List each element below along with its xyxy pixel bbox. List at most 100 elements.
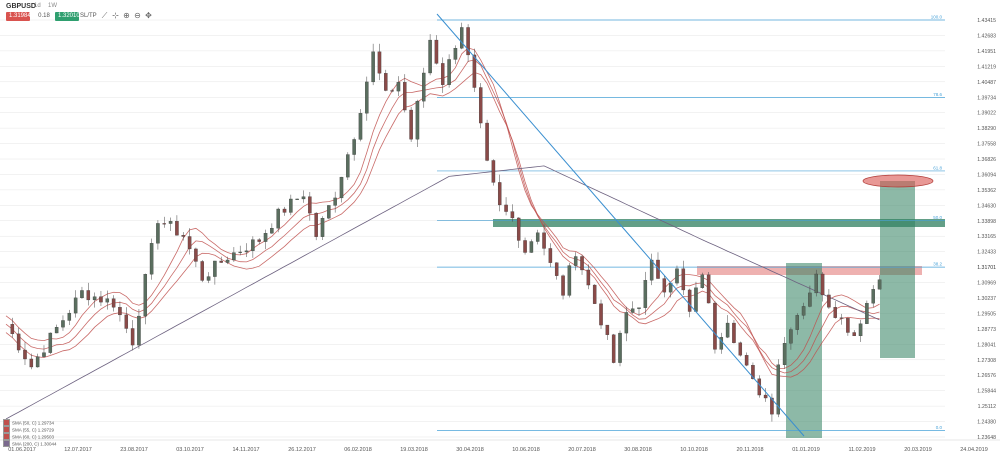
current-price-label: 1.31701 (977, 265, 996, 271)
candle-body (846, 318, 850, 333)
candle-body (801, 306, 806, 316)
fib-level-label: 50.0 (933, 215, 942, 220)
indicator-legend: SMA (50, C) 1.29734 SMA (55, C) 1.29729 … (3, 419, 93, 448)
sl-tp-button[interactable]: SL/TP (80, 13, 97, 19)
candlesticks (10, 22, 882, 422)
candle-body (327, 205, 331, 219)
candle-body (16, 333, 21, 351)
candle-body (706, 274, 711, 304)
candle-body (238, 251, 242, 253)
date-tick-label: 01.06.2017 (8, 447, 36, 453)
candle-body (808, 292, 812, 307)
legend-item[interactable]: SMA (200, C) 1.30044 (3, 440, 93, 448)
candle-body (29, 358, 34, 368)
candle-body (168, 221, 173, 224)
fib-level-label: 38.2 (933, 262, 942, 267)
candle-body (428, 39, 432, 74)
buy-price-button[interactable]: 1.32010 (55, 12, 80, 21)
annotation-zones (493, 174, 945, 438)
candle-body (365, 81, 369, 114)
candle-body (99, 296, 103, 303)
candle-body (162, 223, 166, 225)
fibonacci-retracement[interactable]: 100.0 78.6 61.8 50.0 38.2 0.0 (437, 15, 945, 431)
legend-item[interactable]: SMA (55, C) 1.29729 (3, 426, 93, 434)
fib-level-label: 100.0 (931, 15, 943, 20)
candle-body (744, 355, 749, 366)
candle-body (839, 317, 844, 319)
legend-swatch (3, 419, 10, 427)
price-tick-label: 1.36826 (977, 157, 996, 163)
candle-body (301, 196, 306, 200)
candle-body (814, 273, 818, 294)
candle-body (687, 289, 692, 312)
candle-body (586, 269, 591, 286)
candle-body (491, 160, 496, 183)
fib-level-label: 78.6 (933, 92, 942, 97)
price-tick-label: 1.26576 (977, 373, 996, 379)
candle-body (441, 63, 445, 85)
crosshair-icon[interactable]: ⊹ (112, 11, 119, 20)
candle-body (308, 196, 312, 214)
candle-body (542, 232, 546, 249)
legend-item[interactable]: SMA (50, C) 1.29734 (3, 419, 93, 427)
date-tick-label: 20.11.2018 (736, 447, 763, 453)
price-axis[interactable]: 1.43415 1.42683 1.41951 1.41219 1.40487 1.397… (948, 18, 998, 441)
price-tick-label: 1.32433 (977, 250, 996, 256)
line-tool-icon[interactable]: ⟋ (101, 11, 108, 20)
spread-value: 0.18 (38, 13, 50, 19)
candle-body (675, 268, 679, 284)
move-icon[interactable]: ✥ (145, 11, 152, 20)
interval-1d[interactable]: 1d (34, 3, 41, 9)
candle-body (384, 73, 388, 91)
legend-item[interactable]: SMA (60, C) 1.29503 (3, 433, 93, 441)
sell-price-button[interactable]: 1.31984 (6, 12, 31, 21)
legend-label: SMA (60, C) 1.29503 (12, 434, 55, 440)
candle-body (415, 100, 420, 140)
candle-body (371, 51, 375, 83)
candle-body (599, 303, 603, 326)
candle-body (187, 236, 192, 250)
date-tick-label: 30.08.2018 (624, 447, 652, 453)
price-tick-label: 1.33898 (977, 219, 996, 225)
candle-body (649, 259, 654, 281)
symbol-label[interactable]: GBPUSD (6, 3, 36, 10)
current-price-marker (948, 263, 998, 272)
interval-1w[interactable]: 1W (48, 3, 57, 9)
trendline[interactable] (436, 13, 805, 437)
time-axis[interactable]: 01.06.2017 12.07.2017 23.08.2017 03.10.2017… (0, 439, 1000, 453)
zoom-in-icon[interactable]: ⊕ (123, 11, 130, 20)
candle-body (453, 48, 458, 60)
zoom-out-icon[interactable]: ⊖ (134, 11, 141, 20)
candle-body (105, 298, 110, 303)
fib-level-label: 61.8 (933, 165, 942, 170)
candle-body (377, 51, 382, 74)
candle-body (447, 59, 451, 85)
price-tick-label: 1.28773 (977, 327, 996, 333)
candle-body (251, 239, 255, 251)
candle-body (409, 109, 413, 140)
candle-body (529, 241, 534, 253)
candle-body (124, 314, 129, 329)
candle-body (757, 378, 762, 396)
date-tick-label: 24.04.2019 (960, 447, 988, 453)
candle-body (535, 232, 540, 242)
price-tick-label: 1.35362 (977, 188, 996, 194)
legend-label: SMA (200, C) 1.30044 (12, 441, 57, 447)
candle-body (346, 154, 350, 178)
date-tick-label: 19.03.2018 (400, 447, 428, 453)
candle-body (23, 349, 27, 360)
candle-body (795, 315, 800, 330)
price-tick-label: 1.38290 (977, 126, 996, 132)
candle-body (618, 332, 622, 363)
price-tick-label: 1.43415 (977, 18, 996, 24)
candle-body (352, 139, 356, 155)
candle-body (548, 248, 553, 263)
candle-body (630, 308, 635, 313)
date-tick-label: 03.10.2017 (176, 447, 204, 453)
candle-body (422, 72, 426, 102)
price-tick-label: 1.28041 (977, 342, 996, 348)
candle-body (403, 82, 407, 111)
candle-body (700, 274, 705, 288)
date-tick-label: 20.07.2018 (568, 447, 596, 453)
